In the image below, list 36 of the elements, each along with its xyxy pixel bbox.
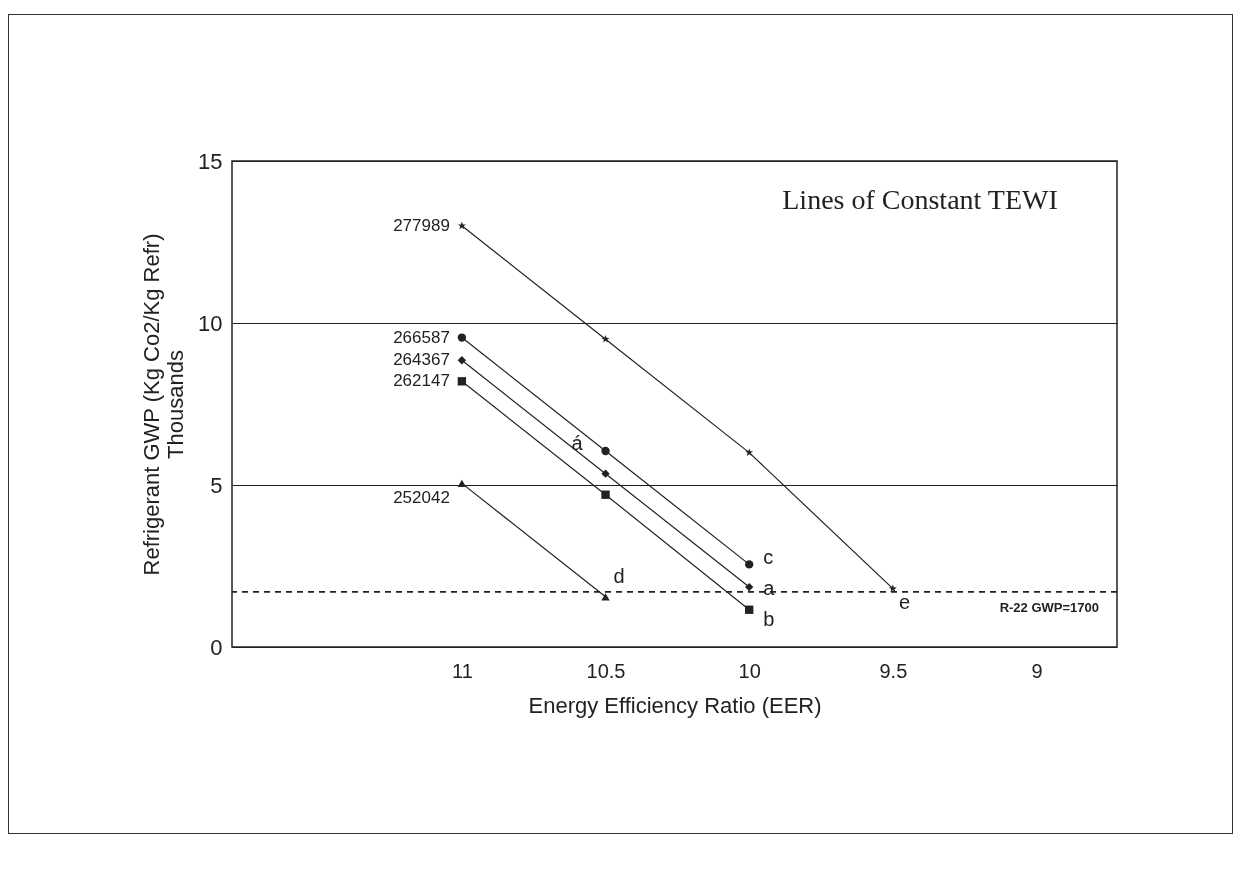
annotation: d [613,564,625,587]
ref-line-label: R-22 GWP=1700 [999,599,1099,615]
point [457,356,467,365]
y-tick-label: 0 [210,634,223,660]
point [745,605,754,614]
text: Lines of Constant TEWI [782,184,1058,215]
series-label: 252042 [393,488,450,508]
annotation: b [763,607,775,630]
series-label: 266587 [393,327,450,347]
point [601,490,610,499]
series-label: 262147 [393,371,450,391]
series-label: 264367 [393,350,450,370]
point [745,560,754,569]
point [745,582,754,592]
y-axis-title: Refrigerant GWP (Kg Co2/Kg Refr) Thousands [139,233,189,576]
y-tick-label: 15 [198,148,223,174]
point [457,221,466,230]
annotation: e [898,590,910,613]
point [601,446,610,456]
x-tick-label: 10 [738,659,761,682]
x-tick-label: 11 [451,659,473,682]
point [601,469,610,478]
y-tick-label: 10 [198,310,223,336]
point [457,377,467,386]
point [888,584,897,593]
point [745,448,754,456]
annotation: c [763,546,774,569]
annotation: á [571,431,584,454]
x-axis-title: Energy Efficiency Ratio (EER) [528,692,822,718]
x-tick-label: 9 [1031,659,1043,682]
x-tick-label: 10.5 [586,659,626,682]
point [457,333,467,342]
x-tick-label: 9.5 [879,659,908,682]
series-label: 277989 [393,215,450,235]
point [601,335,610,343]
y-tick-label: 5 [210,472,223,498]
